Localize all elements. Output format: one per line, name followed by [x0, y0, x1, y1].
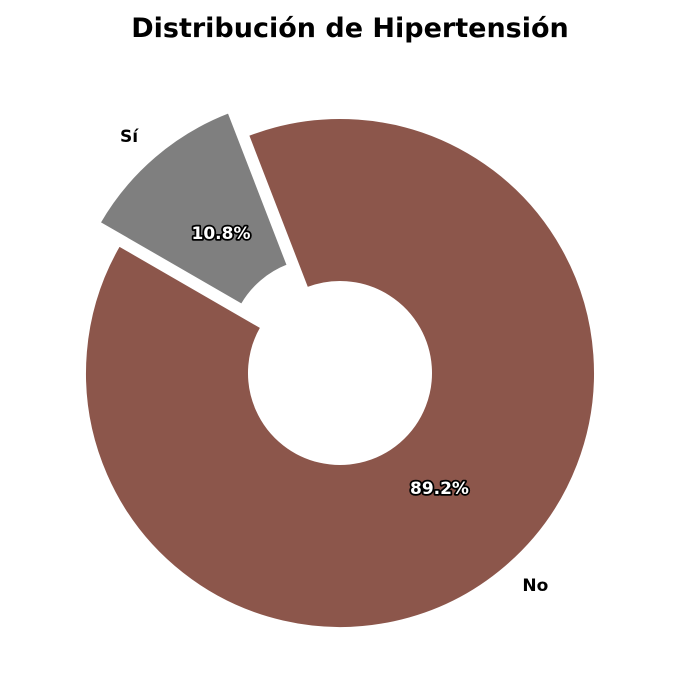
pie-labels: No 89.2% Sí 10.8%	[120, 127, 548, 596]
slice-category-label: No	[522, 576, 548, 596]
slice-percent-label: 89.2%	[410, 479, 469, 499]
pie-slice-si	[98, 111, 289, 307]
chart-title: Distribución de Hipertensión	[131, 13, 569, 44]
pie-slice-no	[84, 117, 596, 629]
slice-category-label: Sí	[120, 127, 139, 147]
slice-percent-label: 10.8%	[192, 224, 251, 244]
pie-slices	[84, 111, 596, 629]
